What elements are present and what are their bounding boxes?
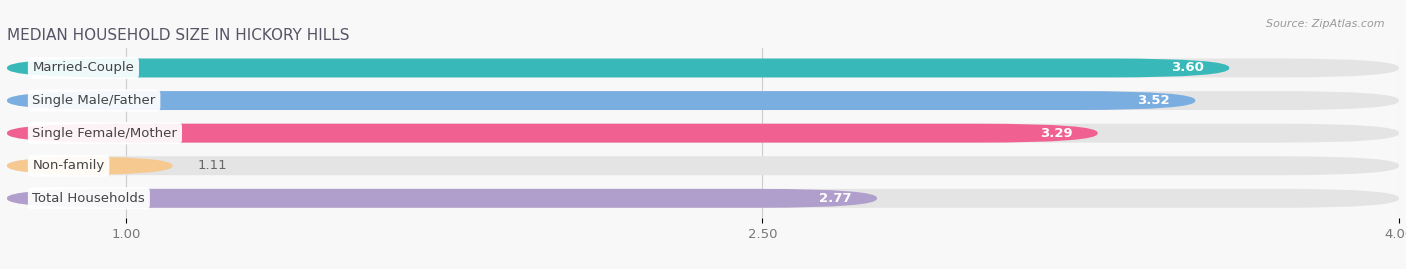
Text: 3.29: 3.29 xyxy=(1039,127,1073,140)
FancyBboxPatch shape xyxy=(7,124,1399,143)
Text: 1.11: 1.11 xyxy=(198,159,228,172)
FancyBboxPatch shape xyxy=(7,189,1399,208)
Text: Single Male/Father: Single Male/Father xyxy=(32,94,156,107)
Text: MEDIAN HOUSEHOLD SIZE IN HICKORY HILLS: MEDIAN HOUSEHOLD SIZE IN HICKORY HILLS xyxy=(7,28,350,43)
Text: 2.77: 2.77 xyxy=(820,192,852,205)
Text: 3.60: 3.60 xyxy=(1171,62,1204,75)
FancyBboxPatch shape xyxy=(7,59,1229,77)
Text: 3.52: 3.52 xyxy=(1137,94,1170,107)
FancyBboxPatch shape xyxy=(7,91,1195,110)
FancyBboxPatch shape xyxy=(7,156,1399,175)
FancyBboxPatch shape xyxy=(7,156,173,175)
Text: Total Households: Total Households xyxy=(32,192,145,205)
FancyBboxPatch shape xyxy=(7,189,877,208)
FancyBboxPatch shape xyxy=(7,59,1399,77)
Text: Non-family: Non-family xyxy=(32,159,104,172)
FancyBboxPatch shape xyxy=(7,124,1098,143)
Text: Source: ZipAtlas.com: Source: ZipAtlas.com xyxy=(1267,19,1385,29)
Text: Single Female/Mother: Single Female/Mother xyxy=(32,127,177,140)
Text: Married-Couple: Married-Couple xyxy=(32,62,135,75)
FancyBboxPatch shape xyxy=(7,91,1399,110)
